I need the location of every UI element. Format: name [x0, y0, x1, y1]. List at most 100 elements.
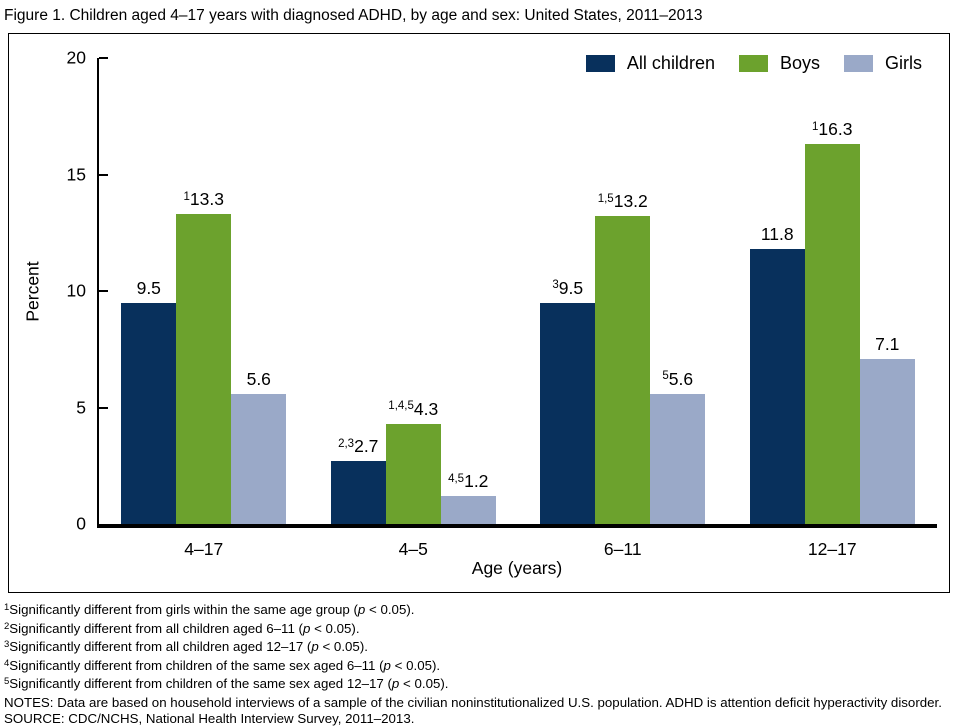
- bar-value: 1.2: [464, 471, 489, 492]
- footnote-superscript: 2: [4, 620, 10, 632]
- footnote-superscript: 1: [4, 602, 10, 613]
- footnote-text: Significantly different from children of…: [9, 657, 384, 673]
- figure-title: Figure 1. Children aged 4–17 years with …: [4, 7, 703, 24]
- bar-value: 9.5: [558, 277, 584, 298]
- y-tick-label: 20: [66, 47, 86, 68]
- footnote-superscript: 4: [4, 657, 10, 669]
- y-tick-label: 15: [66, 164, 86, 184]
- bar-value-label: 4,51.2: [448, 471, 488, 492]
- bar-all-children-0: 9.5: [121, 278, 177, 524]
- legend-item-all-children: All children: [585, 53, 715, 74]
- x-tick-label: 12–17: [807, 539, 857, 559]
- y-tick-label: 0: [76, 513, 86, 534]
- bar-value: 5.6: [668, 368, 694, 389]
- plot-area: 9.5 113.3 5.6 4–17 2,32.7 1,4,54.3 4,51.2 4–5 39…: [67, 48, 937, 559]
- footnote-p-symbol: p: [383, 657, 391, 673]
- bar-group-3: 11.8 116.3 7.1 12–17: [749, 119, 915, 559]
- footnote-text: Significantly different from girls withi…: [9, 602, 358, 617]
- bar-value-label: 11.8: [761, 224, 794, 245]
- bar-value-label: 113.3: [184, 189, 224, 210]
- bar-value-superscript: 1: [183, 190, 190, 203]
- footnote-text-after: < 0.05).: [365, 602, 415, 617]
- source-line: SOURCE: CDC/NCHS, National Health Interv…: [4, 711, 415, 726]
- footnotes: 1Significantly different from girls with…: [4, 602, 942, 728]
- footnote-text-after: < 0.05).: [390, 657, 441, 673]
- legend-label: All children: [626, 53, 715, 73]
- bar-value: 5.6: [246, 368, 271, 389]
- bar-value-superscript: 2,3: [338, 437, 355, 450]
- footnote-p-symbol: p: [391, 676, 400, 691]
- footnote-p-symbol: p: [357, 602, 366, 617]
- footnote-p-symbol: p: [302, 620, 311, 636]
- x-tick-label: 4–17: [184, 539, 224, 559]
- y-tick-mark: [99, 173, 108, 176]
- bar-value-label: 5.6: [247, 369, 271, 390]
- bar-value-superscript: 5: [662, 370, 669, 383]
- bar-group-1: 2,32.7 1,4,54.3 4,51.2 4–5: [330, 399, 496, 559]
- bar-group-2: 39.5 1,513.2 55.6 6–11: [540, 191, 706, 559]
- legend-swatch: [844, 55, 873, 72]
- y-tick-label: 5: [76, 397, 86, 417]
- footnote-text: Significantly different from all childre…: [9, 639, 312, 654]
- bar-boys-0: 113.3: [176, 189, 232, 524]
- bar-value: 9.5: [136, 277, 161, 298]
- bar-value: 11.8: [760, 224, 794, 245]
- bar-value: 4.3: [413, 398, 439, 419]
- legend-item-boys: Boys: [738, 53, 820, 74]
- bar-value-superscript: 1: [812, 120, 819, 133]
- legend-label: Girls: [885, 53, 922, 73]
- footnote-1: 1Significantly different from girls with…: [4, 602, 942, 621]
- footnote-text: Significantly different from children of…: [9, 676, 392, 691]
- bar-value: 13.2: [613, 191, 648, 212]
- footnote-3: 3Significantly different from all childr…: [4, 639, 942, 658]
- bar-value: 2.7: [354, 436, 379, 457]
- bar-girls-0: 5.6: [231, 369, 287, 524]
- footnote-text-after: < 0.05).: [310, 620, 360, 636]
- bar-girls-2: 55.6: [650, 369, 706, 524]
- notes-line: NOTES: Data are based on household inter…: [4, 694, 942, 710]
- bar-value-label: 1,4,54.3: [388, 399, 438, 420]
- bar-value-label: 116.3: [812, 119, 852, 140]
- bar-value: 13.3: [189, 189, 224, 210]
- bar-value-label: 1,513.2: [598, 191, 648, 212]
- footnote-4: 4Significantly different from children o…: [4, 658, 942, 677]
- bar-boys-1: 1,4,54.3: [385, 399, 441, 524]
- bar-value-label: 9.5: [137, 278, 161, 299]
- y-tick-label: 10: [66, 280, 86, 301]
- bar-girls-1: 4,51.2: [440, 471, 496, 524]
- bar-value-label: 39.5: [552, 278, 583, 299]
- bar-value-superscript: 1,5: [597, 192, 614, 205]
- bar-all-children-3: 11.8: [749, 224, 805, 524]
- footnote-text: Significantly different from all childre…: [9, 620, 303, 636]
- y-tick-mark: [99, 290, 108, 292]
- legend-swatch: [738, 55, 768, 72]
- footnote-text-after: < 0.05).: [399, 676, 449, 691]
- footnote-5: 5Significantly different from children o…: [4, 676, 942, 695]
- bar-value-label: 2,32.7: [338, 436, 378, 457]
- bar-groups: 9.5 113.3 5.6 4–17 2,32.7 1,4,54.3 4,51.2 4–5 39…: [99, 58, 937, 559]
- bar-all-children-2: 39.5: [540, 278, 596, 524]
- legend: All children Boys Girls: [585, 53, 922, 74]
- y-tick-mark: [99, 57, 108, 59]
- bar-group-0: 9.5 113.3 5.6 4–17: [121, 189, 287, 559]
- x-axis-title: Age (years): [471, 558, 563, 578]
- footnote-superscript: 3: [4, 639, 10, 650]
- legend-label: Boys: [779, 53, 820, 73]
- bar-value-superscript: 4,5: [448, 472, 465, 485]
- y-axis-title: Percent: [22, 260, 43, 322]
- legend-swatch: [585, 55, 615, 72]
- footnote-superscript: 5: [4, 676, 10, 687]
- x-tick-label: 6–11: [603, 539, 642, 559]
- y-tick-mark: [99, 406, 108, 409]
- footnote-text-after: < 0.05).: [318, 639, 368, 654]
- bar-value: 16.3: [818, 119, 853, 140]
- bar-boys-3: 116.3: [804, 119, 860, 524]
- bar-value-label: 55.6: [662, 369, 693, 390]
- footnote-p-symbol: p: [311, 639, 319, 654]
- bar-girls-3: 7.1: [859, 334, 915, 524]
- bar-value-label: 7.1: [875, 334, 899, 355]
- bar-boys-2: 1,513.2: [595, 191, 651, 524]
- bar-value-superscript: 1,4,5: [388, 400, 414, 413]
- bar-value: 7.1: [875, 333, 900, 354]
- footnote-2: 2Significantly different from all childr…: [4, 621, 942, 640]
